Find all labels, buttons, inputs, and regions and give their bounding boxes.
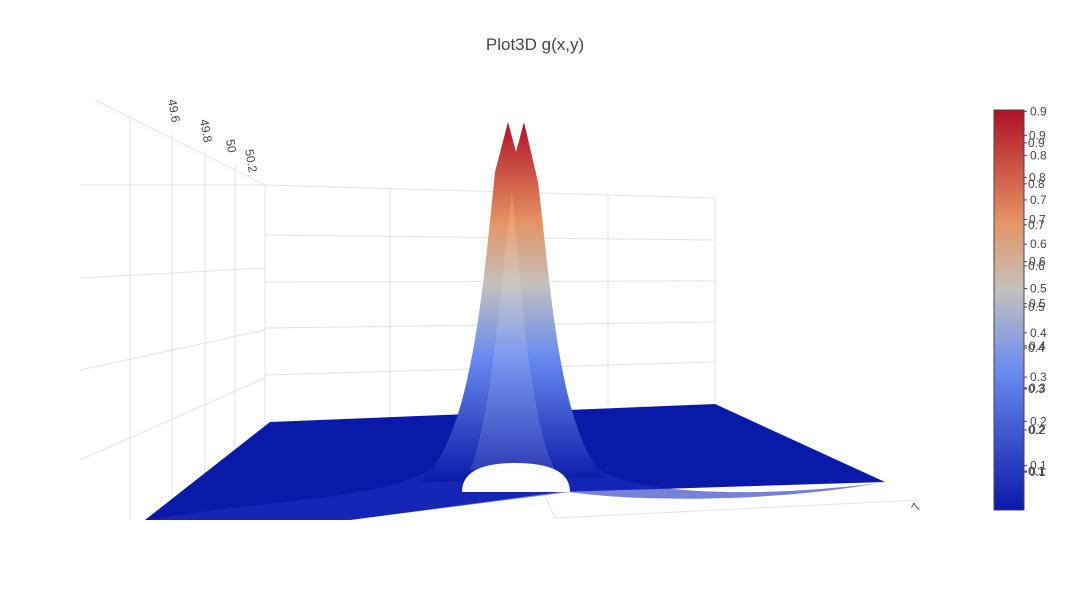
wall-line xyxy=(79,377,266,461)
colorbar-tick-label: 0.6 xyxy=(1029,255,1046,269)
colorbar-tick-label: 0.3 xyxy=(1028,382,1045,396)
wall-edge xyxy=(94,99,266,186)
colorbar-tick-label: 0.4 xyxy=(1028,341,1045,355)
surface-ridge xyxy=(470,190,555,470)
y-axis-tick-label: 50 xyxy=(223,138,239,154)
colorbar-tick-label: 0.3 xyxy=(1030,370,1047,384)
colorbar-tick-label: 0.7 xyxy=(1030,193,1047,207)
chart-title: Plot3D g(x,y) xyxy=(486,35,584,54)
colorbar-tick-label: 0.7 xyxy=(1029,212,1046,226)
colorbar-tick-label: 0.9 xyxy=(1029,128,1046,142)
colorbar-tick-label: 0.4 xyxy=(1029,339,1046,353)
colorbar-tick-label: 0.1 xyxy=(1028,464,1045,478)
colorbar-tick-label: 0.6 xyxy=(1028,259,1045,273)
floor-line xyxy=(554,499,921,519)
surface-skirt xyxy=(150,470,885,520)
colorbar-tick-label: 0.9 xyxy=(1028,136,1045,150)
wall-line xyxy=(264,184,716,199)
colorbar-tick-label: 0.6 xyxy=(1030,237,1047,251)
y-axis-tick-label: 49.8 xyxy=(197,118,215,144)
colorbar-tick-label: 0.1 xyxy=(1030,459,1047,473)
colorbar-tick-label: 0.8 xyxy=(1028,177,1045,191)
colorbar-tick-label: 0.3 xyxy=(1029,381,1046,395)
colorbar-tick-label: 0.8 xyxy=(1030,149,1047,163)
colorbar-tick-label: 0.2 xyxy=(1028,423,1045,437)
colorbar-tick-label: 0.5 xyxy=(1030,282,1047,296)
colorbar-tick-label: 0.7 xyxy=(1028,218,1045,232)
wall-line xyxy=(79,267,266,279)
colorbar-tick-label: 0.8 xyxy=(1029,170,1046,184)
x-axis-tick-label: 7 xyxy=(908,500,924,513)
surface-peak xyxy=(420,122,605,482)
y-axis-tick-label: 49.6 xyxy=(165,98,183,124)
wall-line xyxy=(79,329,266,371)
colorbar xyxy=(993,109,1025,511)
colorbar-tick-label: 0.9 xyxy=(1030,104,1047,118)
colorbar-tick-label: 0.2 xyxy=(1030,414,1047,428)
colorbar-tick-label: 0.5 xyxy=(1028,300,1045,314)
y-axis-tick-label: 50.2 xyxy=(242,148,260,174)
colorbar-tick-label: 0.5 xyxy=(1029,297,1046,311)
colorbar-tick-label: 0.4 xyxy=(1030,326,1047,340)
surface-hole xyxy=(462,463,570,492)
colorbar-tick-label: 0.2 xyxy=(1029,423,1046,437)
colorbar-tick-label: 0.1 xyxy=(1029,465,1046,479)
